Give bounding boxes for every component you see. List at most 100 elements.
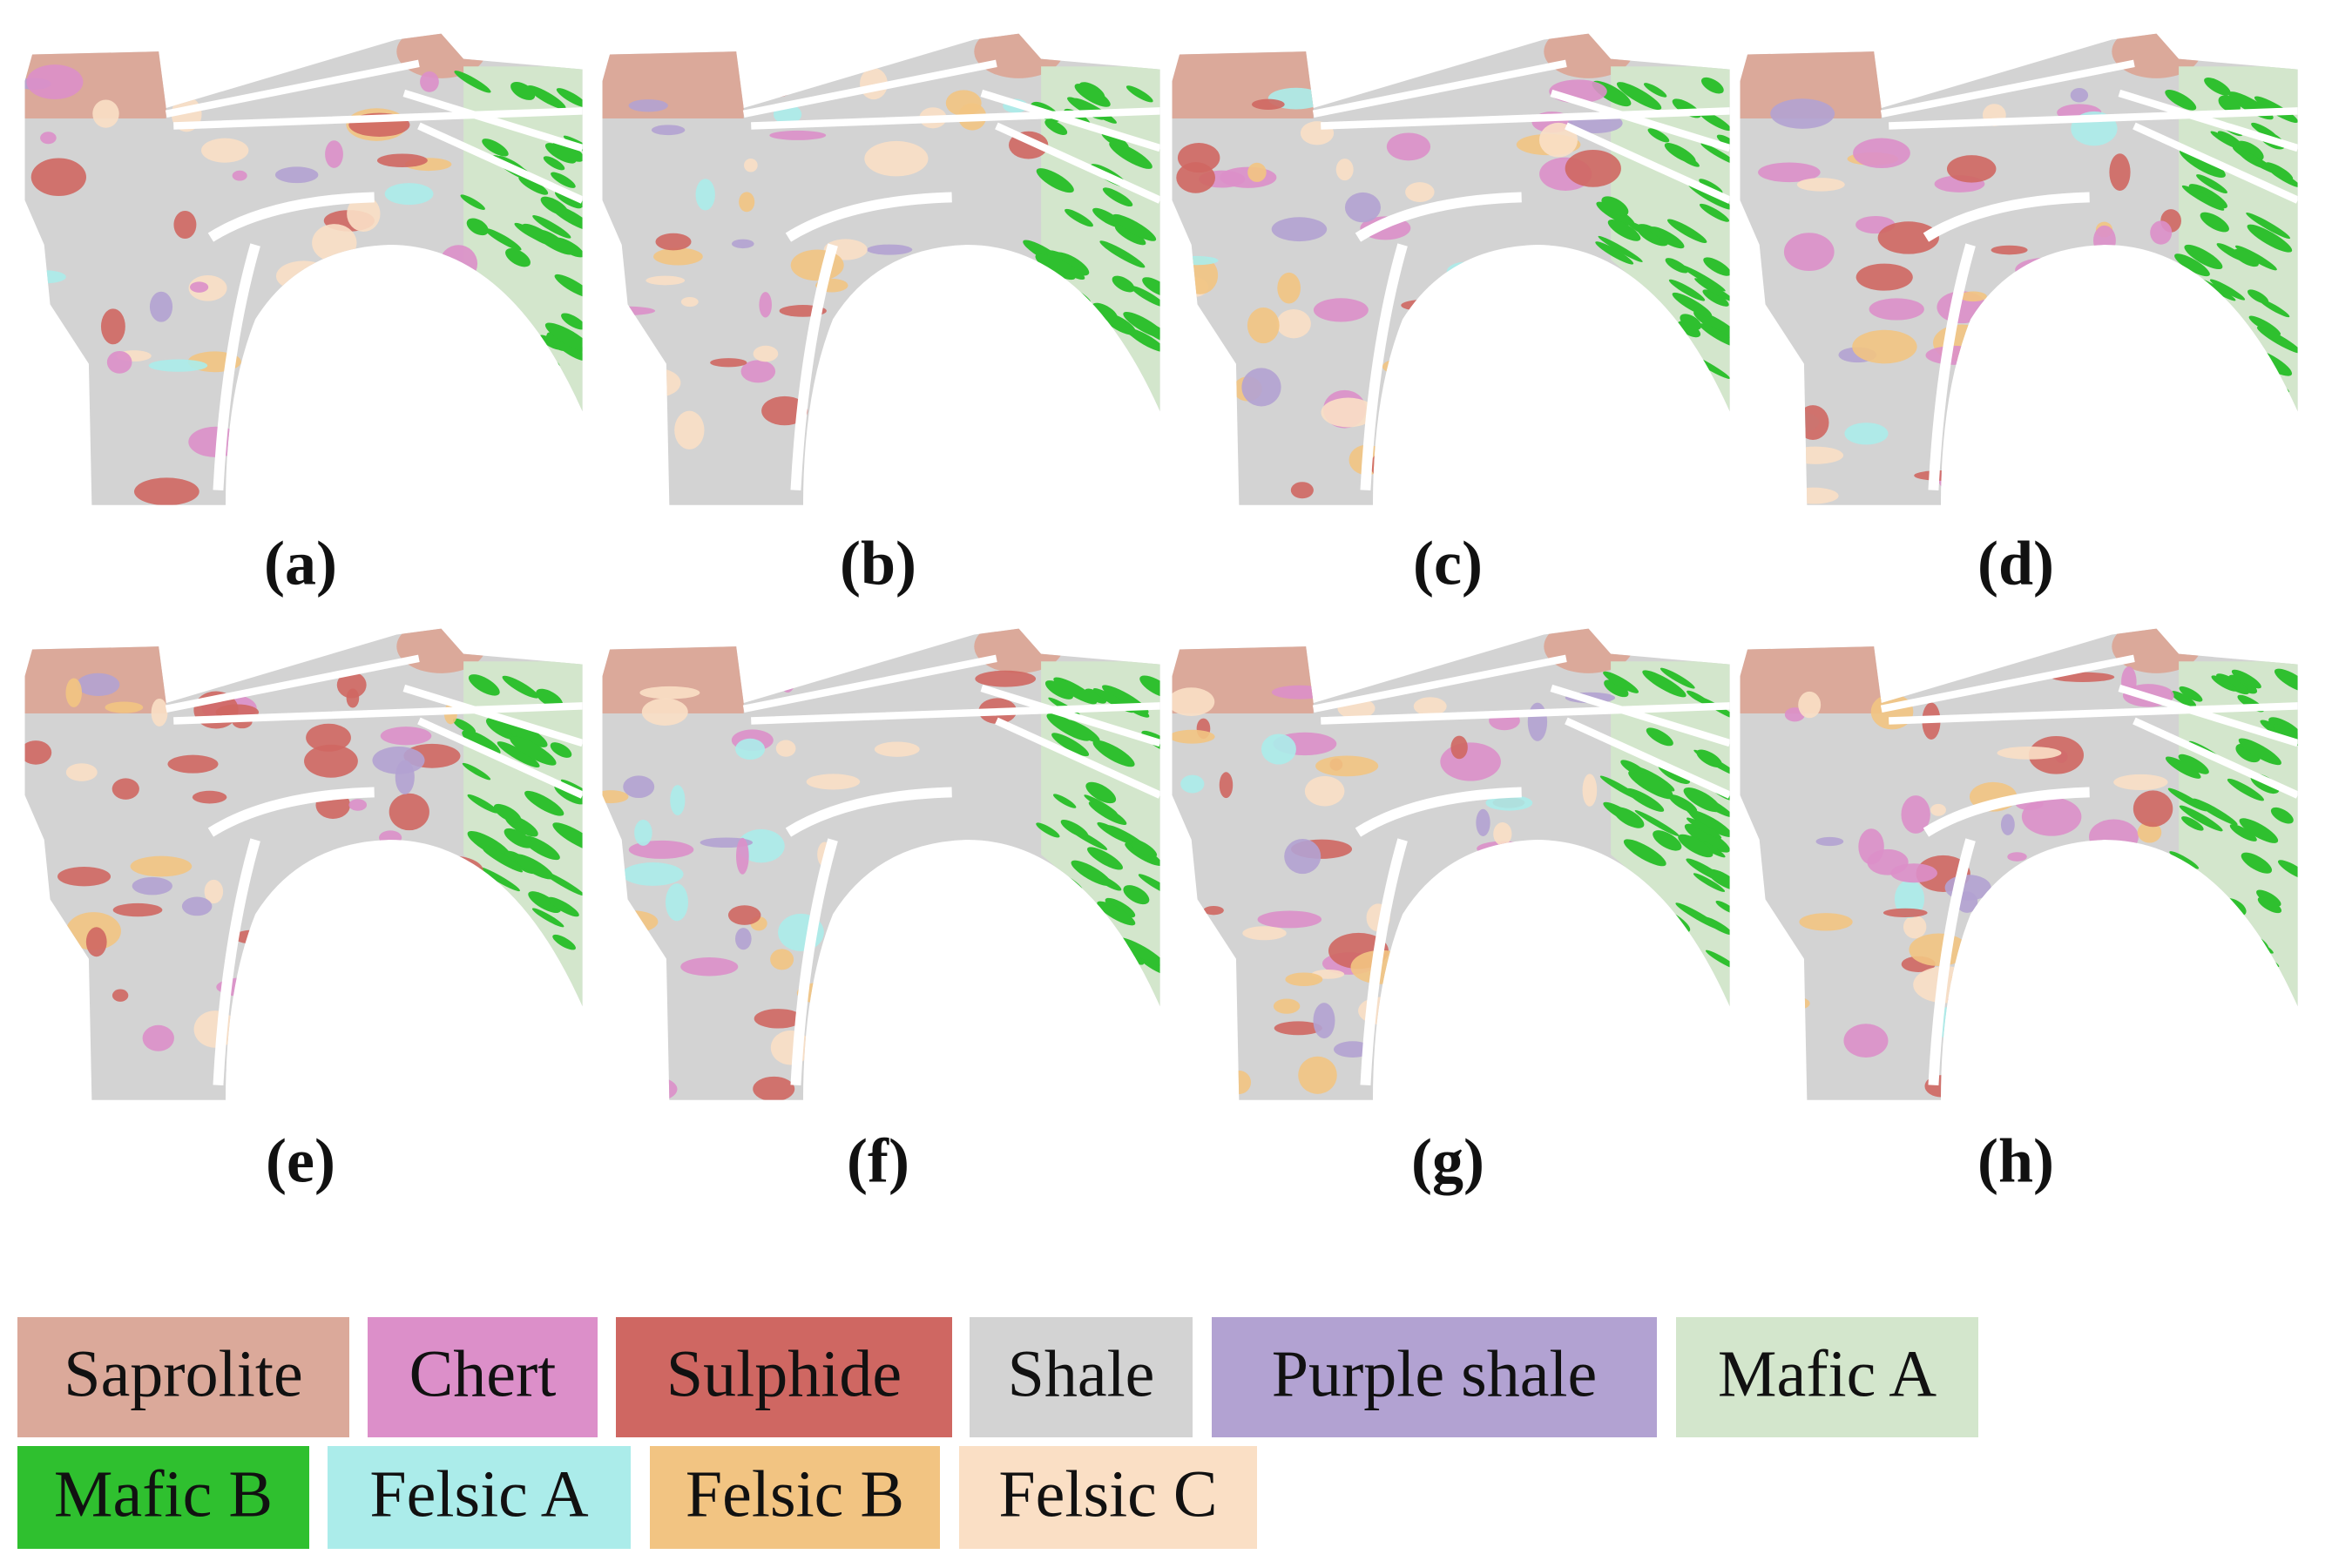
unit	[1703, 257, 1730, 276]
map-panel	[602, 33, 1160, 505]
unit	[134, 477, 199, 505]
unit	[24, 270, 66, 284]
unit	[1313, 1003, 1335, 1039]
unit	[2170, 691, 2197, 707]
unit	[1607, 220, 1641, 241]
unit	[1603, 671, 1639, 693]
unit	[2179, 805, 2223, 832]
unit	[493, 803, 522, 823]
unit	[951, 256, 975, 268]
unit	[1112, 213, 1157, 241]
unit	[1066, 328, 1093, 348]
unit	[418, 855, 483, 887]
unit	[510, 736, 557, 766]
unit	[112, 902, 163, 917]
unit	[753, 1076, 795, 1100]
unit	[1855, 263, 1913, 291]
unit	[1053, 677, 1098, 705]
unit	[1036, 822, 1060, 838]
unit	[151, 698, 168, 727]
unit	[323, 471, 378, 487]
unit	[2111, 1015, 2144, 1037]
unit	[65, 678, 82, 707]
map-base	[24, 33, 583, 505]
legend-label: Saprolite	[64, 1337, 302, 1410]
unit	[2188, 184, 2227, 209]
unit	[1450, 735, 1468, 760]
unit	[1203, 905, 1224, 916]
unit	[2167, 787, 2207, 812]
unit	[1285, 972, 1323, 986]
unit	[268, 896, 308, 931]
unit	[1242, 926, 1287, 941]
unit	[456, 944, 494, 968]
panel-label: (a)	[264, 529, 337, 598]
unit	[754, 1009, 803, 1029]
unit	[680, 297, 699, 308]
unit	[531, 908, 564, 928]
unit	[1699, 179, 1723, 194]
unit	[1538, 122, 1578, 158]
unit	[462, 762, 491, 781]
unit	[26, 64, 84, 100]
unit	[1505, 479, 1551, 505]
unit	[1877, 221, 1939, 254]
unit	[2007, 852, 2027, 862]
unit	[1693, 310, 1730, 340]
unit	[348, 799, 368, 811]
unit	[1599, 775, 1643, 801]
unit	[306, 723, 351, 752]
unit	[2228, 674, 2258, 694]
unit	[2150, 220, 2173, 245]
unit	[874, 741, 920, 757]
unit	[1666, 219, 1707, 244]
unit	[665, 883, 688, 922]
unit	[639, 686, 700, 700]
unit	[2084, 360, 2109, 390]
unit	[1770, 98, 1835, 129]
unit	[336, 672, 367, 699]
unit	[1700, 77, 1724, 94]
map-units	[1172, 628, 1730, 1096]
unit	[2233, 248, 2259, 267]
panel-label: (f)	[847, 1126, 909, 1196]
unit	[1909, 933, 1969, 967]
unit	[335, 1075, 358, 1098]
unit	[866, 363, 887, 400]
unit	[149, 291, 173, 322]
unit	[780, 667, 795, 693]
unit	[1049, 901, 1086, 924]
unit	[554, 274, 583, 298]
unit	[377, 1048, 398, 1078]
unit	[1648, 325, 1672, 342]
unit	[871, 335, 886, 373]
unit	[1686, 817, 1722, 839]
unit	[1085, 688, 1107, 704]
unit	[1298, 1056, 1337, 1094]
unit	[1478, 952, 1520, 963]
unit	[1402, 959, 1437, 989]
unit	[1138, 321, 1160, 345]
unit	[528, 891, 561, 914]
unit	[356, 448, 418, 477]
unit	[1614, 326, 1641, 343]
unit	[372, 747, 425, 774]
unit	[544, 322, 583, 353]
unit	[739, 192, 755, 213]
unit	[432, 1061, 447, 1098]
unit	[1997, 403, 2051, 420]
panel-label: (c)	[1413, 529, 1483, 598]
panel-label: (g)	[1411, 1126, 1484, 1196]
unit	[292, 914, 345, 948]
unit	[1715, 901, 1730, 915]
unit	[1686, 808, 1730, 836]
unit	[272, 335, 328, 352]
unit	[2181, 185, 2225, 211]
unit	[2000, 814, 2015, 835]
unit	[958, 1051, 1021, 1070]
unit	[1251, 98, 1285, 110]
unit	[1051, 733, 1090, 757]
legend-swatch	[17, 1446, 309, 1549]
unit	[904, 357, 963, 372]
unit	[930, 898, 957, 935]
